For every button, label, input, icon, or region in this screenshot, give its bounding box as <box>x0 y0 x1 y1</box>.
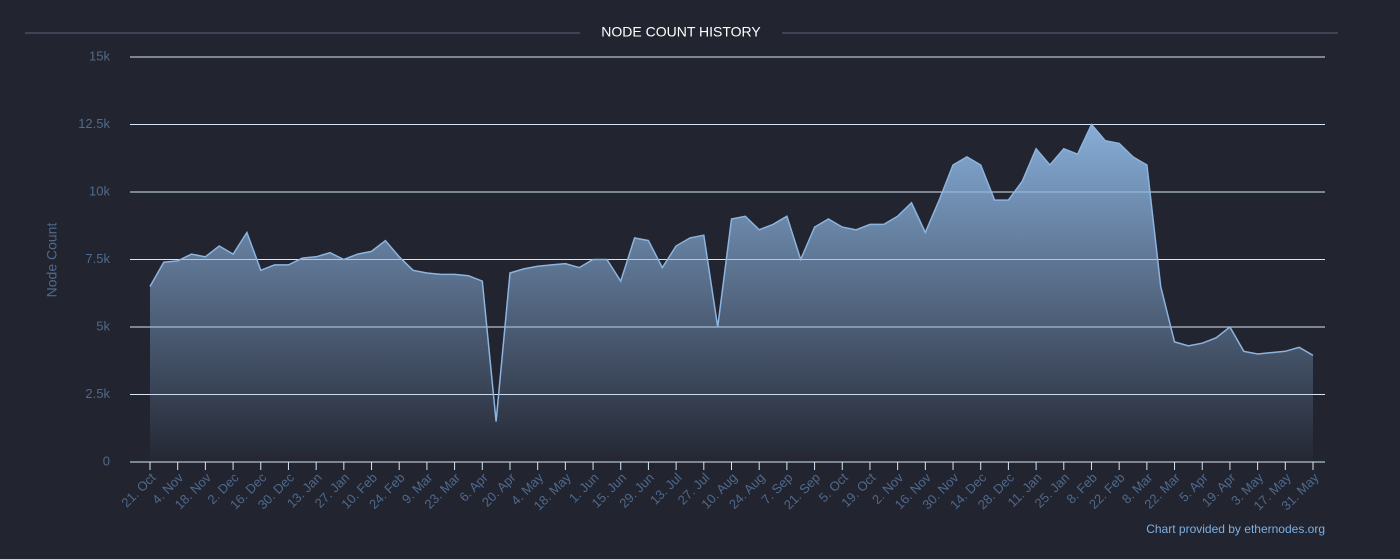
area-line <box>149 123 1314 422</box>
credits: Chart provided by ethernodes.org <box>1146 522 1325 536</box>
y-tick-label: 2.5k <box>85 386 110 401</box>
y-tick-label: 12.5k <box>78 116 110 131</box>
y-tick-label: 15k <box>89 48 110 63</box>
y-tick-label: 0 <box>103 453 110 468</box>
y-axis-label: Node Count <box>44 223 60 298</box>
area-fill <box>150 124 1313 462</box>
y-tick-label: 5k <box>96 318 110 333</box>
x-tick-label: 21. Oct <box>118 470 159 511</box>
y-tick-label: 10k <box>89 183 110 198</box>
chart-title: NODE COUNT HISTORY <box>601 24 761 40</box>
y-tick-label: 7.5k <box>85 251 110 266</box>
